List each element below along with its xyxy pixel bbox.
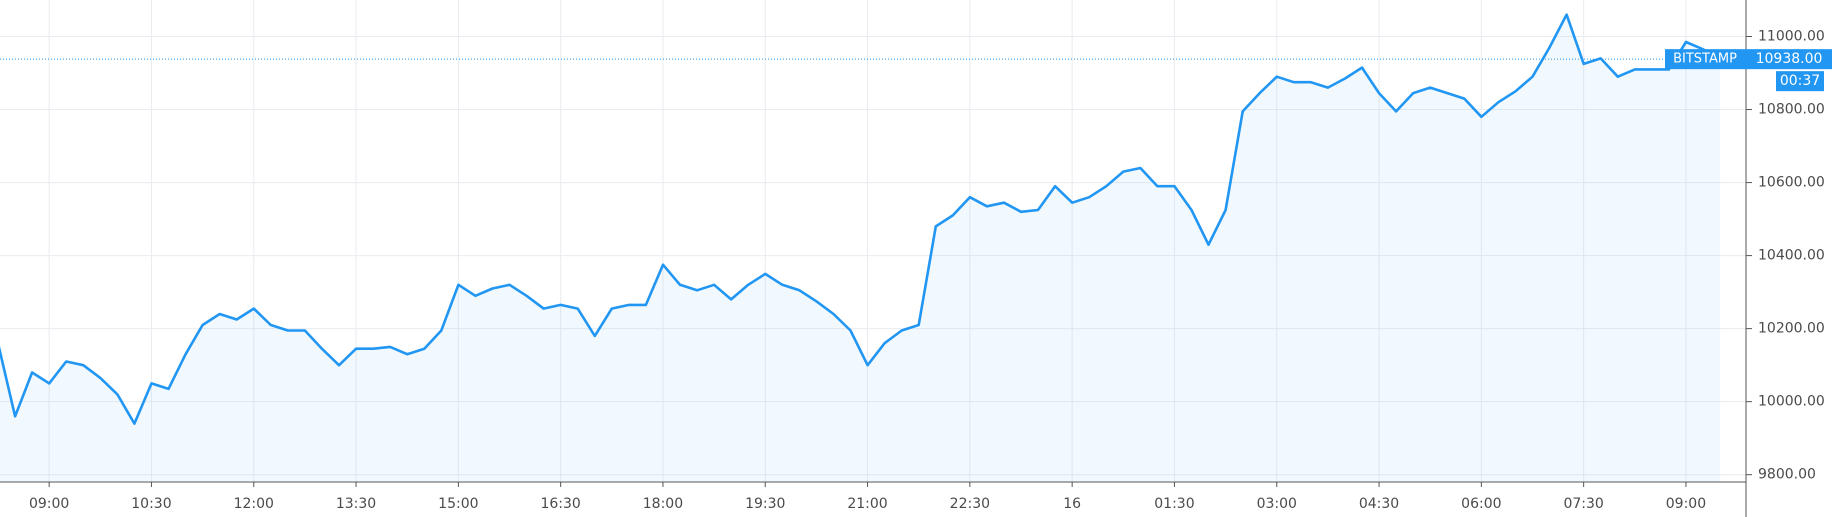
area xyxy=(0,14,1721,482)
y-tick-label: 10600.00 xyxy=(1758,175,1825,191)
x-tick-label: 15:00 xyxy=(438,496,478,512)
x-tick-label: 21:00 xyxy=(847,496,887,512)
countdown-tag xyxy=(1776,71,1824,92)
y-tick-label: 10000.00 xyxy=(1758,394,1825,410)
x-tick-label: 12:00 xyxy=(234,496,274,512)
x-tick-label: 13:30 xyxy=(336,496,376,512)
y-tick-label: 9800.00 xyxy=(1758,467,1816,483)
x-tick-label: 01:30 xyxy=(1154,496,1194,512)
x-tick-label: 06:00 xyxy=(1461,496,1501,512)
source-tag xyxy=(1665,49,1746,70)
x-tick-label: 16 xyxy=(1063,496,1081,512)
y-tick-label: 10200.00 xyxy=(1758,321,1825,337)
source-label: BITSTAMP xyxy=(1673,52,1737,67)
y-tick-label: 10800.00 xyxy=(1758,102,1825,118)
y-tick-label: 11000.00 xyxy=(1758,29,1825,45)
countdown-label: 00:37 xyxy=(1780,73,1820,89)
x-tick-label: 16:30 xyxy=(540,496,580,512)
x-tick-label: 09:00 xyxy=(1666,496,1706,512)
price-label: 10938.00 xyxy=(1756,51,1823,67)
x-tick-label: 03:00 xyxy=(1257,496,1297,512)
x-tick-label: 19:30 xyxy=(745,496,785,512)
x-tick-label: 22:30 xyxy=(950,496,990,512)
y-tick-label: 10400.00 xyxy=(1758,248,1825,264)
x-tick-label: 07:30 xyxy=(1563,496,1603,512)
price-tag xyxy=(1746,49,1832,70)
line xyxy=(0,13,1721,425)
x-tick-label: 18:00 xyxy=(643,496,683,512)
x-tick-label: 04:30 xyxy=(1359,496,1399,512)
x-tick-label: 10:30 xyxy=(131,496,171,512)
x-tick-label: 09:00 xyxy=(29,496,69,512)
